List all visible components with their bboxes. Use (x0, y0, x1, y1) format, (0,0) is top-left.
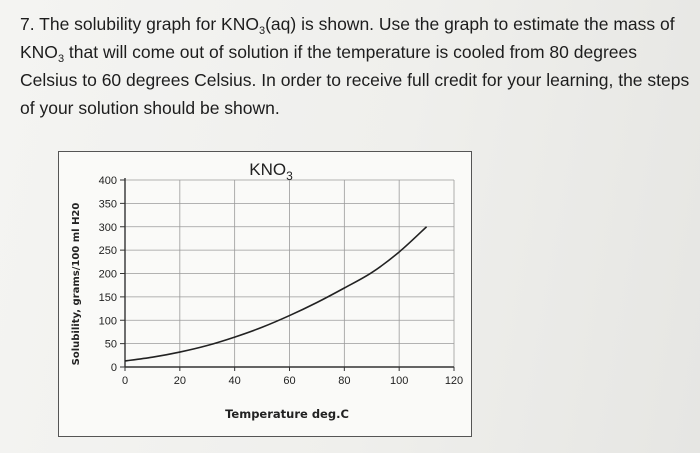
question-sub1: 3 (258, 25, 266, 37)
solubility-chart: 0 50 100 150 200 250 300 350 400 0 20 40 60 80 100 120… (71, 160, 463, 421)
y-tick-label: 300 (99, 222, 117, 234)
y-tick-label: 50 (105, 339, 117, 351)
question-part3: that will come out of solution if the te… (20, 42, 690, 118)
question-text: 7. The solubility graph for KNO3(aq) is … (20, 10, 695, 122)
x-tick-label: 120 (445, 375, 463, 387)
chart-title-sub: 3 (286, 169, 293, 183)
question-part1: The solubility graph for KNO (39, 14, 259, 34)
chart-frame: 0 50 100 150 200 250 300 350 400 0 20 40 60 80 100 120… (58, 151, 472, 437)
x-tick-label: 100 (390, 375, 408, 387)
y-tick-label: 350 (99, 198, 117, 210)
y-tick-label: 100 (99, 315, 117, 327)
y-tick-label: 200 (99, 269, 117, 281)
x-axis-label: Temperature deg.C (225, 407, 349, 421)
x-tick-label: 60 (283, 375, 295, 387)
x-tick-label: 20 (174, 375, 186, 387)
y-axis-label: Solubility, grams/100 ml H20 (71, 203, 82, 366)
x-tick-label: 0 (122, 375, 128, 387)
x-tick-label: 80 (338, 375, 350, 387)
question-part2: (aq) is shown. Use the graph to estimate… (20, 14, 675, 62)
question-sub2: 3 (57, 53, 65, 65)
chart-title-base: KNO (249, 160, 286, 179)
chart-title: KNO3 (249, 160, 293, 183)
chart-axes (120, 178, 455, 371)
x-tick-label: 40 (229, 375, 241, 387)
y-tick-label: 400 (99, 175, 117, 187)
y-tick-label: 250 (99, 245, 117, 257)
x-tick-labels: 0 20 40 60 80 100 120 (122, 375, 463, 387)
chart-grid (124, 179, 455, 368)
solubility-curve (124, 226, 428, 362)
y-tick-labels: 0 50 100 150 200 250 300 350 400 (99, 175, 117, 374)
question-number: 7. (20, 14, 35, 34)
y-tick-label: 150 (99, 292, 117, 304)
y-tick-label: 0 (111, 362, 117, 374)
